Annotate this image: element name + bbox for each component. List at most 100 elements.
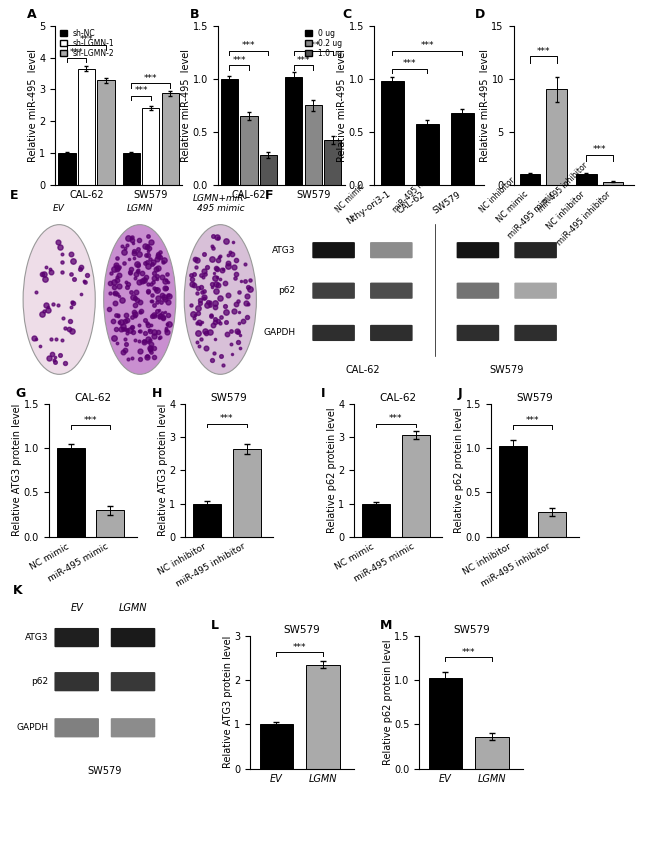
FancyBboxPatch shape [514,242,557,259]
Title: SW579: SW579 [516,393,553,403]
Text: C: C [343,8,352,21]
Text: ***: *** [84,416,98,425]
Bar [260,155,277,185]
Text: ***: *** [144,74,157,82]
Title: CAL-62: CAL-62 [74,393,111,403]
Text: A: A [27,8,37,21]
Bar [78,69,95,185]
Text: GAPDH: GAPDH [264,328,296,338]
Bar [123,153,140,185]
FancyBboxPatch shape [55,628,99,647]
Text: I: I [321,387,326,400]
Text: ***: *** [537,47,550,56]
Text: M: M [380,619,392,632]
Y-axis label: Relative miR-495  level: Relative miR-495 level [480,49,490,161]
Text: D: D [475,8,486,21]
FancyBboxPatch shape [313,325,355,341]
FancyBboxPatch shape [55,718,99,737]
Ellipse shape [23,225,96,375]
Title: CAL-62: CAL-62 [380,393,417,403]
Text: LGMN+miR-
495 mimic: LGMN+miR- 495 mimic [193,194,248,213]
Ellipse shape [184,225,256,375]
Legend: sh-NC, sh-LGMN-1, sh-LGMN-2: sh-NC, sh-LGMN-1, sh-LGMN-2 [59,28,115,58]
Text: p62: p62 [31,677,49,686]
Bar [475,737,509,769]
FancyBboxPatch shape [457,242,499,259]
Text: SW579: SW579 [88,765,122,776]
Text: G: G [16,387,25,400]
Text: ***: *** [80,35,93,45]
FancyBboxPatch shape [370,325,413,341]
Title: SW579: SW579 [453,624,489,635]
Bar [57,448,84,537]
Text: ***: *** [297,56,310,65]
Text: SW579: SW579 [489,364,524,375]
Bar [306,665,340,769]
Text: ***: *** [220,414,234,423]
Bar [285,76,302,185]
Y-axis label: Relative ATG3 protein level: Relative ATG3 protein level [12,404,22,537]
Y-axis label: Relative p62 protein level: Relative p62 protein level [454,407,464,533]
FancyBboxPatch shape [55,672,99,691]
Text: miR-495 mimic: miR-495 mimic [391,167,439,214]
Bar [576,174,597,185]
FancyBboxPatch shape [370,242,413,259]
Ellipse shape [104,225,176,375]
Text: L: L [211,619,219,632]
Bar [546,89,567,185]
FancyBboxPatch shape [111,718,155,737]
Text: NC mimic: NC mimic [333,182,366,214]
Bar [362,503,390,537]
Text: ***: *** [242,41,255,50]
Bar [142,107,159,185]
Text: EV: EV [70,603,83,613]
FancyBboxPatch shape [457,283,499,299]
Text: F: F [265,189,274,202]
Bar [450,113,474,185]
Text: ***: *** [421,41,434,50]
FancyBboxPatch shape [313,283,355,299]
Text: ***: *** [233,56,246,65]
Text: ***: *** [135,86,148,95]
Bar [305,105,322,185]
Title: SW579: SW579 [284,624,320,635]
Bar [415,125,439,185]
Text: B: B [190,8,200,21]
Bar [499,447,526,537]
Bar [259,724,293,769]
Text: ***: *** [307,41,320,50]
Bar [520,174,540,185]
Text: ***: *** [593,145,606,155]
Text: miR-495 inhibitor: miR-495 inhibitor [536,161,590,214]
Text: ***: *** [403,59,417,68]
Title: SW579: SW579 [211,393,248,403]
Y-axis label: Relative miR-495  level: Relative miR-495 level [181,49,191,161]
Text: LGMN: LGMN [119,603,148,613]
Text: E: E [10,189,18,202]
Text: H: H [152,387,162,400]
FancyBboxPatch shape [514,283,557,299]
Bar [162,94,179,185]
Bar [193,503,221,537]
Text: ATG3: ATG3 [25,633,49,642]
FancyBboxPatch shape [457,325,499,341]
Text: ***: *** [70,48,83,57]
Text: LGMN: LGMN [127,204,153,213]
Bar [233,448,261,537]
Text: GAPDH: GAPDH [16,723,49,732]
Y-axis label: Relative ATG3 protein level: Relative ATG3 protein level [158,404,168,537]
Y-axis label: Relative ATG3 protein level: Relative ATG3 protein level [223,636,233,769]
Bar [538,512,566,537]
Bar [221,79,238,185]
Y-axis label: Relative miR-495  level: Relative miR-495 level [337,49,347,161]
Bar [428,679,462,769]
Text: NC inhibitor: NC inhibitor [478,175,517,214]
FancyBboxPatch shape [111,672,155,691]
Bar [96,510,124,537]
Legend: 0 ug, 0.2 ug, 1.0 ug: 0 ug, 0.2 ug, 1.0 ug [305,28,343,58]
Bar [58,153,75,185]
FancyBboxPatch shape [370,283,413,299]
Text: K: K [12,584,22,597]
Y-axis label: Relative miR-495  level: Relative miR-495 level [28,49,38,161]
Text: ATG3: ATG3 [272,246,296,254]
